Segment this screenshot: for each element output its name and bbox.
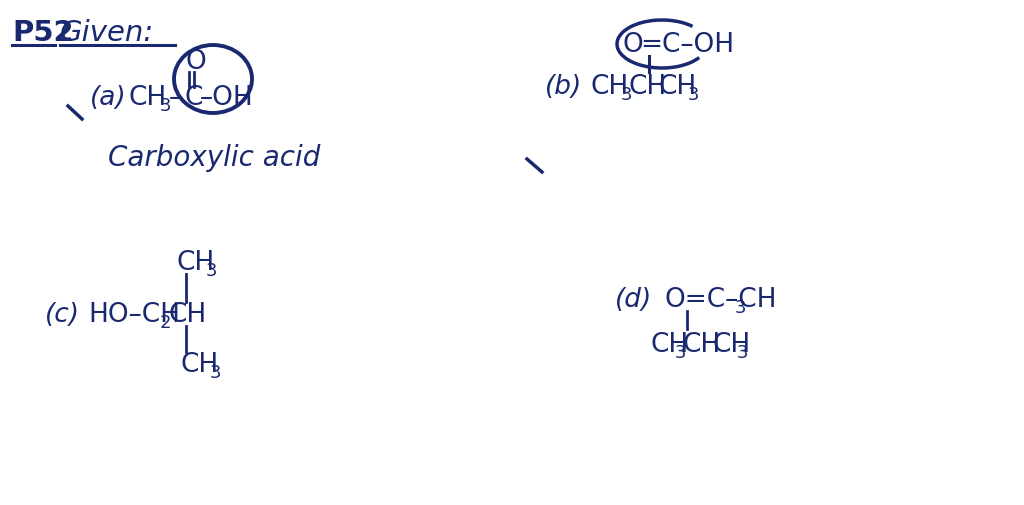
Text: CH: CH [180,351,218,377]
Text: (a): (a) [90,85,127,111]
Text: O=C–CH: O=C–CH [665,286,777,313]
Text: (c): (c) [45,301,80,327]
Text: CH: CH [628,74,667,100]
Text: (b): (b) [545,74,583,100]
Text: 2: 2 [160,314,171,331]
Text: C: C [184,85,203,111]
Text: 3: 3 [210,363,221,381]
Text: 3: 3 [621,86,633,104]
Text: CH: CH [683,331,721,358]
Text: 3: 3 [735,298,746,316]
Text: 3: 3 [688,86,699,104]
Text: =C–OH: =C–OH [640,32,734,58]
Text: P52: P52 [12,19,74,47]
Text: CH: CH [651,331,689,358]
Text: CH: CH [713,331,752,358]
Text: O: O [185,49,206,75]
Text: –: – [169,85,182,111]
Text: 3: 3 [206,262,217,279]
Text: HO–CH: HO–CH [88,301,180,327]
Text: 3: 3 [737,343,749,361]
Text: CH: CH [658,74,696,100]
Text: CH: CH [168,301,206,327]
Text: 3: 3 [160,97,171,115]
Text: CH: CH [591,74,630,100]
Text: 3: 3 [675,343,686,361]
Text: (d): (d) [615,286,652,313]
Text: Carboxylic acid: Carboxylic acid [108,144,321,172]
Text: O: O [622,32,643,58]
Text: CH: CH [128,85,166,111]
Text: Given:: Given: [60,19,155,47]
Text: –OH: –OH [200,85,254,111]
Text: CH: CH [176,249,214,275]
